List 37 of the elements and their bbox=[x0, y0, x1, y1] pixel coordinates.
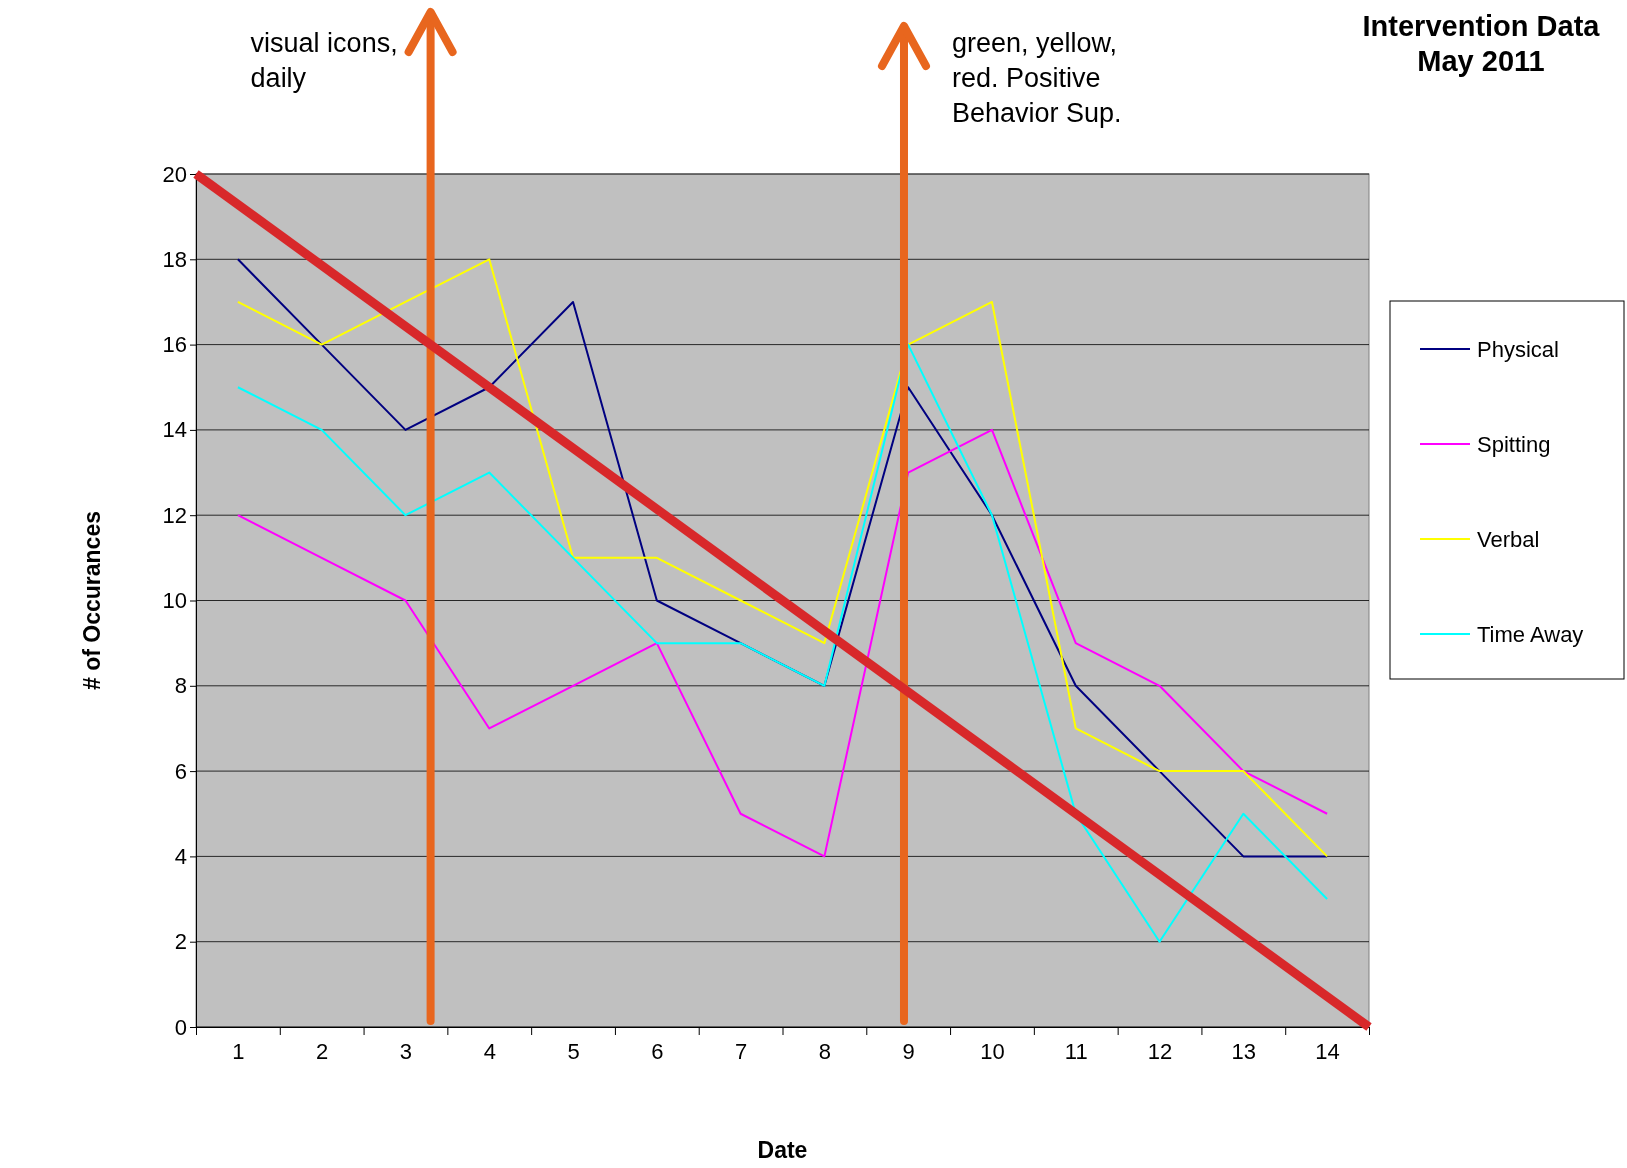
y-tick-label: 12 bbox=[162, 502, 187, 528]
y-tick-label: 20 bbox=[162, 161, 187, 187]
x-tick-label: 14 bbox=[1315, 1038, 1340, 1064]
line-series bbox=[236, 343, 1329, 943]
x-axis-title: Date bbox=[757, 1137, 808, 1163]
x-tick-label: 4 bbox=[483, 1038, 496, 1064]
legend-label: Time Away bbox=[1477, 622, 1584, 647]
y-tick-label: 2 bbox=[174, 929, 187, 955]
x-tick-label: 6 bbox=[651, 1038, 664, 1064]
x-tick-label: 9 bbox=[902, 1038, 915, 1064]
y-tick-label: 18 bbox=[162, 246, 187, 272]
text: Intervention Data May 2011 bbox=[1362, 10, 1601, 77]
x-tick-label: 11 bbox=[1064, 1038, 1088, 1064]
y-axis-title: # of Occurances bbox=[79, 511, 105, 690]
x-tick-label: 1 bbox=[232, 1038, 245, 1064]
x-tick-label: 10 bbox=[980, 1038, 1005, 1064]
x-tick-label: 13 bbox=[1231, 1038, 1257, 1064]
x-tick-label: 8 bbox=[818, 1038, 832, 1064]
y-tick-label: 8 bbox=[174, 673, 187, 699]
line-series bbox=[236, 428, 1329, 858]
legend-label: Verbal bbox=[1477, 527, 1540, 552]
ref-line-label: green, yellow, red. Positive Behavior Sup. bbox=[951, 28, 1122, 128]
y-tick-label: 4 bbox=[174, 843, 187, 869]
y-tick-label: 6 bbox=[174, 758, 187, 784]
y-tick-label: 10 bbox=[162, 588, 187, 614]
x-tick-label: 2 bbox=[316, 1038, 329, 1064]
y-tick-label: 14 bbox=[162, 417, 187, 443]
line-series bbox=[236, 258, 1329, 858]
x-tick-label: 12 bbox=[1147, 1038, 1173, 1064]
legend-label: Spitting bbox=[1477, 432, 1551, 457]
x-tick-label: 5 bbox=[567, 1038, 580, 1064]
ref-line-label: visual icons, daily bbox=[250, 28, 398, 93]
legend-label: Physical bbox=[1477, 337, 1559, 362]
y-tick-label: 0 bbox=[174, 1014, 187, 1040]
x-tick-label: 3 bbox=[399, 1038, 413, 1064]
x-tick-label: 7 bbox=[734, 1038, 748, 1064]
y-tick-label: 16 bbox=[162, 332, 187, 358]
